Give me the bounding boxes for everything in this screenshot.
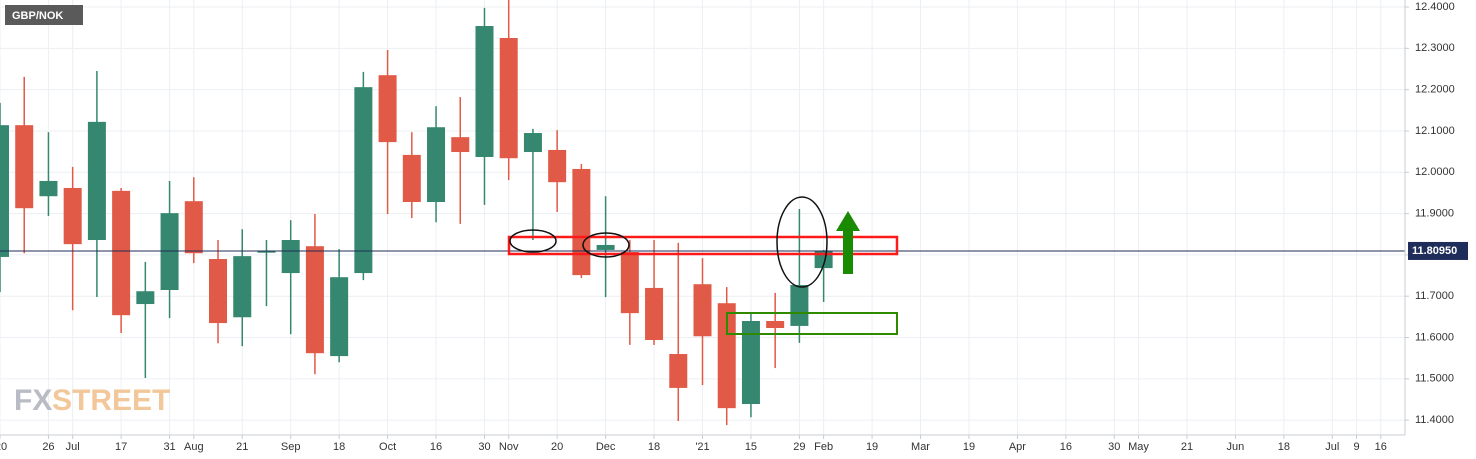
- x-tick-label: 21: [1181, 441, 1193, 453]
- watermark: FX: [14, 384, 52, 417]
- candle-body: [330, 277, 349, 357]
- candle-body: [15, 125, 34, 209]
- x-tick-label: 15: [745, 441, 757, 453]
- x-tick-label: Aug: [184, 441, 204, 453]
- y-tick-label: 11.9000: [1415, 207, 1454, 219]
- support-box: [726, 312, 898, 335]
- x-tick-label: 16: [430, 441, 442, 453]
- x-tick-label: 26: [42, 441, 54, 453]
- x-tick-label: 18: [648, 441, 660, 453]
- candle-body: [209, 259, 228, 324]
- y-axis-area: [1405, 0, 1476, 459]
- candle-body: [305, 246, 324, 354]
- candle-body: [378, 75, 397, 143]
- x-tick-label: 17: [115, 441, 127, 453]
- candle-body: [693, 284, 712, 337]
- y-tick-label: 11.5000: [1415, 373, 1454, 385]
- x-tick-label: 19: [866, 441, 878, 453]
- x-tick-label: 20: [551, 441, 563, 453]
- candle-body: [0, 125, 9, 257]
- candle-body: [499, 38, 518, 159]
- watermark: STREET: [52, 384, 170, 417]
- candle-body: [717, 303, 736, 409]
- candle-body: [451, 137, 470, 153]
- x-tick-label: '21: [695, 441, 709, 453]
- candle-body: [233, 256, 252, 318]
- y-tick-label: 12.3000: [1415, 42, 1455, 54]
- y-tick-label: 11.7000: [1415, 290, 1454, 302]
- x-tick-label: 16: [1060, 441, 1072, 453]
- x-tick-label: Nov: [499, 441, 519, 453]
- x-tick-label: 18: [1278, 441, 1290, 453]
- candle-body: [112, 190, 131, 316]
- candle-body: [790, 285, 809, 326]
- candle-body: [766, 320, 785, 329]
- chart-title: GBP/NOK: [12, 10, 63, 22]
- candle-body: [523, 133, 542, 153]
- x-tick-label: May: [1128, 441, 1149, 453]
- x-tick-label: Dec: [596, 441, 616, 453]
- price-label: 11.80950: [1412, 245, 1457, 257]
- candle-body: [281, 240, 300, 274]
- x-tick-label: Jul: [66, 441, 80, 453]
- candle-body: [257, 251, 276, 253]
- candle-body: [572, 168, 591, 276]
- y-tick-label: 12.1000: [1415, 125, 1455, 137]
- circle-annotation: [582, 232, 630, 258]
- candle-body: [39, 180, 58, 197]
- x-tick-label: Oct: [379, 441, 396, 453]
- x-tick-label: 16: [1375, 441, 1387, 453]
- x-tick-label: Mar: [911, 441, 930, 453]
- x-tick-label: 29: [793, 441, 805, 453]
- candle-body: [596, 244, 615, 250]
- x-tick-label: '20: [0, 441, 7, 453]
- candle-body: [160, 213, 179, 290]
- y-tick-label: 12.4000: [1415, 1, 1455, 13]
- candle-body: [548, 149, 567, 183]
- x-tick-label: 30: [1108, 441, 1120, 453]
- x-tick-label: Apr: [1009, 441, 1026, 453]
- candles: [0, 0, 1405, 426]
- circle-annotation: [776, 196, 828, 288]
- candle-body: [184, 201, 203, 254]
- candle-body: [645, 287, 664, 340]
- x-tick-label: 19: [963, 441, 975, 453]
- y-tick-label: 11.4000: [1415, 414, 1454, 426]
- candle-body: [87, 121, 106, 241]
- axes: 11.400011.500011.600011.700011.800011.90…: [0, 1, 1468, 453]
- candle-body: [136, 291, 155, 305]
- candle-body: [427, 127, 446, 203]
- up-arrow: [836, 211, 860, 274]
- candle-body: [669, 354, 688, 388]
- title-box: [5, 5, 83, 25]
- x-tick-label: Feb: [814, 441, 833, 453]
- circle-annotation: [509, 229, 557, 253]
- x-tick-label: 31: [163, 441, 175, 453]
- x-tick-label: 18: [333, 441, 345, 453]
- y-tick-label: 11.6000: [1415, 331, 1454, 343]
- resistance-box: [507, 235, 899, 256]
- y-tick-label: 12.2000: [1415, 84, 1455, 96]
- x-tick-label: Jun: [1227, 441, 1245, 453]
- candle-body: [63, 187, 82, 245]
- candle-body: [620, 251, 639, 314]
- candle-body: [475, 26, 494, 157]
- x-tick-label: Jul: [1325, 441, 1339, 453]
- candle-body: [354, 87, 373, 274]
- x-tick-label: 9: [1353, 441, 1359, 453]
- x-tick-label: 30: [478, 441, 490, 453]
- x-tick-label: Sep: [281, 441, 301, 453]
- price-label-box: [1408, 241, 1468, 260]
- x-tick-label: 21: [236, 441, 248, 453]
- candle-body: [402, 154, 421, 203]
- y-tick-label: 12.0000: [1415, 166, 1455, 178]
- candle-body: [741, 320, 760, 405]
